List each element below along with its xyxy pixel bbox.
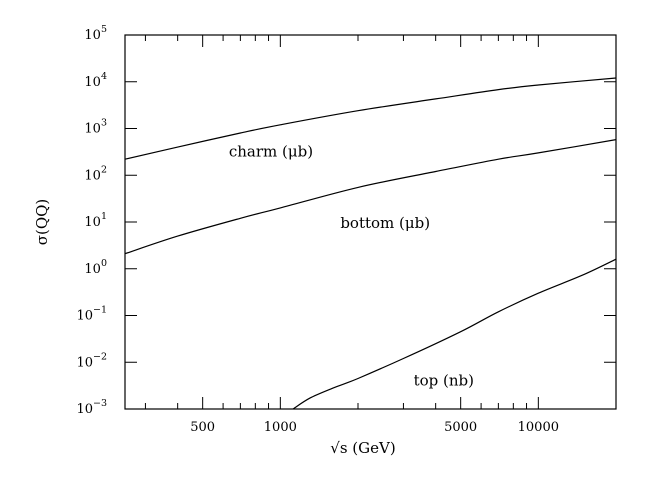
- series-label-2: top (nb): [414, 371, 474, 389]
- series-label-1: bottom (μb): [340, 214, 430, 232]
- y-tick-labels: 105 104 103 102 101 100 10−1 10−2 10−3: [76, 24, 107, 417]
- x-tick-label: 5000: [444, 420, 477, 435]
- series-line-0: [124, 77, 617, 160]
- y-tick-label: 100: [84, 258, 107, 277]
- x-tick-label: 500: [190, 420, 215, 435]
- x-tick-label: 10000: [518, 420, 559, 435]
- series-curves: [124, 77, 617, 410]
- y-tick-label: 101: [84, 211, 107, 230]
- series-annotations: charm (μb) bottom (μb) top (nb): [229, 143, 474, 390]
- y-tick-label: 10−2: [76, 351, 107, 370]
- x-tick-label: 1000: [264, 420, 297, 435]
- x-tick-labels: 500 1000 5000 10000: [190, 420, 559, 435]
- y-tick-label: 103: [84, 118, 107, 137]
- y-tick-label: 105: [84, 24, 107, 43]
- y-tick-label: 104: [84, 71, 107, 90]
- tick-marks: [125, 34, 617, 410]
- x-axis-label: √s (GeV): [330, 439, 395, 457]
- y-tick-label: 10−1: [76, 305, 107, 324]
- y-tick-label: 10−3: [76, 398, 107, 417]
- y-tick-label: 102: [84, 164, 107, 183]
- series-label-0: charm (μb): [229, 143, 313, 161]
- series-line-2: [292, 258, 617, 410]
- series-line-1: [124, 139, 617, 255]
- y-axis-label: σ(QQ): [33, 199, 51, 246]
